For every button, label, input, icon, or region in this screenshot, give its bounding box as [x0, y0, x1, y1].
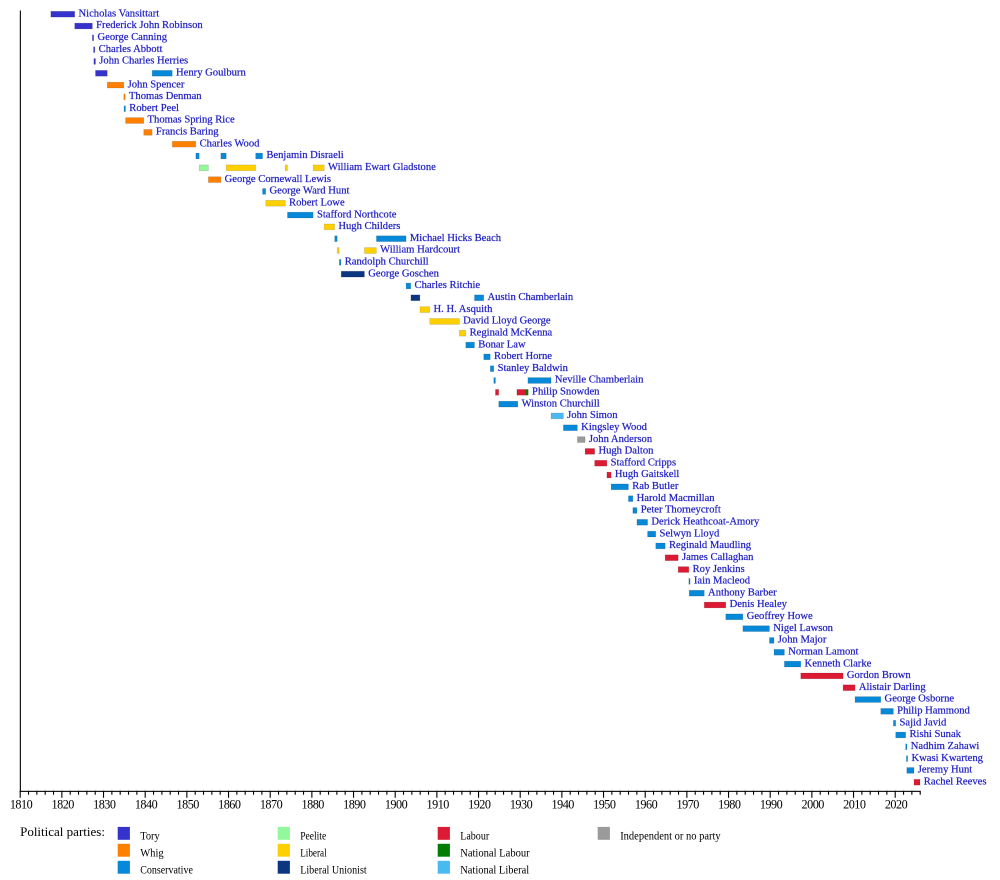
svg-text:1910: 1910	[427, 798, 450, 812]
svg-text:Neville Chamberlain: Neville Chamberlain	[555, 375, 644, 386]
svg-text:Kingsley Wood: Kingsley Wood	[581, 422, 647, 433]
svg-text:Robert Lowe: Robert Lowe	[289, 197, 345, 208]
svg-text:Sajid Javid: Sajid Javid	[900, 717, 947, 728]
svg-text:Harold Macmillan: Harold Macmillan	[637, 493, 716, 504]
svg-text:Winston Churchill: Winston Churchill	[522, 398, 600, 409]
svg-text:Hugh Childers: Hugh Childers	[338, 221, 400, 232]
svg-text:John Spencer: John Spencer	[128, 79, 185, 90]
svg-text:Stafford Northcote: Stafford Northcote	[317, 209, 397, 220]
svg-text:Michael Hicks Beach: Michael Hicks Beach	[410, 233, 502, 244]
svg-text:Hugh Dalton: Hugh Dalton	[598, 446, 654, 457]
svg-text:Derick Heathcoat-Amory: Derick Heathcoat-Amory	[651, 516, 760, 527]
svg-text:1900: 1900	[385, 798, 408, 812]
svg-text:National Liberal: National Liberal	[460, 864, 529, 876]
svg-text:Austin Chamberlain: Austin Chamberlain	[488, 292, 574, 303]
svg-text:1880: 1880	[302, 798, 325, 812]
svg-text:Randolph Churchill: Randolph Churchill	[345, 257, 429, 268]
svg-text:Bonar Law: Bonar Law	[478, 339, 526, 350]
svg-text:William Hardcourt: William Hardcourt	[380, 245, 460, 256]
svg-text:Political parties:: Political parties:	[20, 824, 105, 839]
svg-text:Hugh Gaitskell: Hugh Gaitskell	[615, 469, 679, 480]
svg-text:David Lloyd George: David Lloyd George	[463, 316, 551, 327]
svg-text:Liberal: Liberal	[300, 847, 327, 859]
svg-text:1980: 1980	[718, 798, 741, 812]
svg-text:Philip Hammond: Philip Hammond	[897, 706, 970, 717]
svg-text:Alistair Darling: Alistair Darling	[859, 682, 926, 693]
svg-text:Nadhim Zahawi: Nadhim Zahawi	[911, 741, 980, 752]
svg-text:Denis Healey: Denis Healey	[730, 599, 788, 610]
svg-text:Iain Macleod: Iain Macleod	[694, 576, 751, 587]
svg-text:Kenneth Clarke: Kenneth Clarke	[805, 658, 872, 669]
svg-text:1890: 1890	[343, 798, 366, 812]
svg-text:1990: 1990	[760, 798, 783, 812]
svg-text:1820: 1820	[52, 798, 75, 812]
svg-text:Nigel Lawson: Nigel Lawson	[773, 623, 833, 634]
svg-text:George Cornewall Lewis: George Cornewall Lewis	[225, 174, 331, 185]
svg-text:William Ewart Gladstone: William Ewart Gladstone	[328, 162, 436, 173]
svg-text:Charles Abbott: Charles Abbott	[99, 44, 163, 55]
svg-text:George Ward Hunt: George Ward Hunt	[269, 186, 349, 197]
svg-text:2020: 2020	[885, 798, 908, 812]
svg-text:2000: 2000	[802, 798, 825, 812]
svg-text:Tory: Tory	[140, 831, 160, 843]
svg-text:Independent or no party: Independent or no party	[620, 831, 721, 843]
svg-text:Rishi Sunak: Rishi Sunak	[909, 729, 961, 740]
svg-text:1950: 1950	[593, 798, 616, 812]
svg-text:George Canning: George Canning	[97, 32, 167, 43]
svg-text:Thomas Spring Rice: Thomas Spring Rice	[148, 115, 235, 126]
svg-text:Labour: Labour	[460, 831, 489, 843]
svg-text:Gordon Brown: Gordon Brown	[847, 670, 912, 681]
svg-text:Robert Peel: Robert Peel	[129, 103, 179, 114]
svg-text:Nicholas Vansittart: Nicholas Vansittart	[79, 8, 160, 19]
svg-text:Conservative: Conservative	[140, 864, 193, 876]
svg-text:George Goschen: George Goschen	[368, 268, 439, 279]
svg-text:John Anderson: John Anderson	[589, 434, 653, 445]
svg-text:Charles Ritchie: Charles Ritchie	[415, 280, 481, 291]
svg-text:Roy Jenkins: Roy Jenkins	[693, 564, 745, 575]
svg-text:Selwyn Lloyd: Selwyn Lloyd	[660, 528, 720, 539]
svg-text:2010: 2010	[843, 798, 866, 812]
svg-text:1920: 1920	[468, 798, 491, 812]
svg-text:1850: 1850	[177, 798, 200, 812]
svg-text:1830: 1830	[93, 798, 116, 812]
svg-text:Rab Butler: Rab Butler	[632, 481, 679, 492]
svg-text:Anthony Barber: Anthony Barber	[708, 587, 777, 598]
svg-text:Kwasi Kwarteng: Kwasi Kwarteng	[911, 753, 983, 764]
svg-text:Stafford Cripps: Stafford Cripps	[611, 457, 676, 468]
svg-text:National Labour: National Labour	[460, 847, 530, 859]
svg-text:John Simon: John Simon	[567, 410, 618, 421]
svg-text:1930: 1930	[510, 798, 533, 812]
svg-text:Francis Baring: Francis Baring	[156, 127, 219, 138]
svg-text:Reginald McKenna: Reginald McKenna	[470, 327, 553, 338]
svg-text:Norman Lamont: Norman Lamont	[788, 646, 858, 657]
svg-text:Philip Snowden: Philip Snowden	[532, 387, 600, 398]
svg-text:John Major: John Major	[778, 635, 827, 646]
svg-text:1840: 1840	[135, 798, 158, 812]
svg-text:Peter Thorneycroft: Peter Thorneycroft	[641, 505, 721, 516]
svg-text:H. H. Asquith: H. H. Asquith	[434, 304, 494, 315]
svg-text:Liberal Unionist: Liberal Unionist	[300, 864, 367, 876]
svg-text:Whig: Whig	[140, 847, 164, 859]
svg-text:1860: 1860	[218, 798, 241, 812]
svg-text:Henry Goulburn: Henry Goulburn	[176, 67, 246, 78]
svg-text:Geoffrey Howe: Geoffrey Howe	[747, 611, 813, 622]
svg-text:Jeremy Hunt: Jeremy Hunt	[918, 765, 972, 776]
svg-text:Thomas Denman: Thomas Denman	[129, 91, 202, 102]
svg-text:Reginald Maudling: Reginald Maudling	[669, 540, 752, 551]
svg-text:1870: 1870	[260, 798, 283, 812]
svg-text:1960: 1960	[635, 798, 658, 812]
svg-text:Robert Horne: Robert Horne	[494, 351, 552, 362]
svg-text:Peelite: Peelite	[300, 831, 326, 843]
svg-text:1940: 1940	[552, 798, 575, 812]
svg-text:Charles Wood: Charles Wood	[200, 138, 261, 149]
svg-text:George Osborne: George Osborne	[885, 694, 955, 705]
svg-text:1970: 1970	[677, 798, 700, 812]
svg-text:Frederick John Robinson: Frederick John Robinson	[96, 20, 203, 31]
svg-text:Benjamin Disraeli: Benjamin Disraeli	[266, 150, 343, 161]
svg-text:1810: 1810	[10, 798, 33, 812]
svg-text:Rachel Reeves: Rachel Reeves	[924, 776, 987, 787]
svg-text:James Callaghan: James Callaghan	[682, 552, 754, 563]
svg-text:John Charles Herries: John Charles Herries	[99, 56, 188, 67]
svg-text:Stanley Baldwin: Stanley Baldwin	[498, 363, 569, 374]
